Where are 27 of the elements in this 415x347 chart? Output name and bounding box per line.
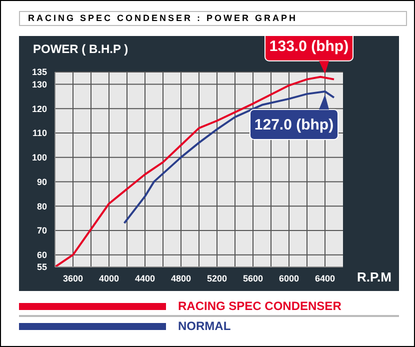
y-tick-label: 70 (36, 226, 47, 236)
chart-title: RACING SPEC CONDENSER : POWER GRAPH (19, 11, 407, 26)
x-tick-label: 4800 (170, 273, 192, 284)
text: NORMAL (178, 319, 231, 333)
x-tick-label: 6000 (278, 273, 300, 284)
y-tick-label: 130 (32, 79, 47, 90)
line-series (123, 90, 335, 224)
x-tick-label: 5200 (206, 273, 228, 284)
x-axis-title: R.P.M (357, 270, 392, 285)
line-series (55, 76, 335, 267)
x-tick-label: 6400 (314, 273, 336, 284)
y-tick-label: 60 (36, 250, 47, 260)
x-tick-label: 4000 (98, 273, 120, 284)
y-tick-label: 55 (36, 262, 47, 272)
x-tick-label: 5600 (242, 273, 264, 284)
y-tick-label: 100 (32, 152, 47, 163)
y-tick-label: 90 (36, 176, 47, 187)
x-tick-label: 4400 (134, 273, 156, 284)
y-tick-label: 80 (36, 201, 47, 212)
text: RACING SPEC CONDENSER (178, 299, 342, 313)
y-tick-label: 120 (32, 104, 47, 114)
annotation: 127.0 (bhp) (254, 116, 334, 134)
x-tick-label: 3600 (62, 273, 84, 284)
y-tick-label: 110 (32, 128, 47, 138)
y-axis-title: POWER ( B.H.P ) (33, 42, 128, 56)
annotation: 133.0 (bhp) (269, 38, 349, 55)
y-tick-label: 135 (32, 67, 47, 78)
